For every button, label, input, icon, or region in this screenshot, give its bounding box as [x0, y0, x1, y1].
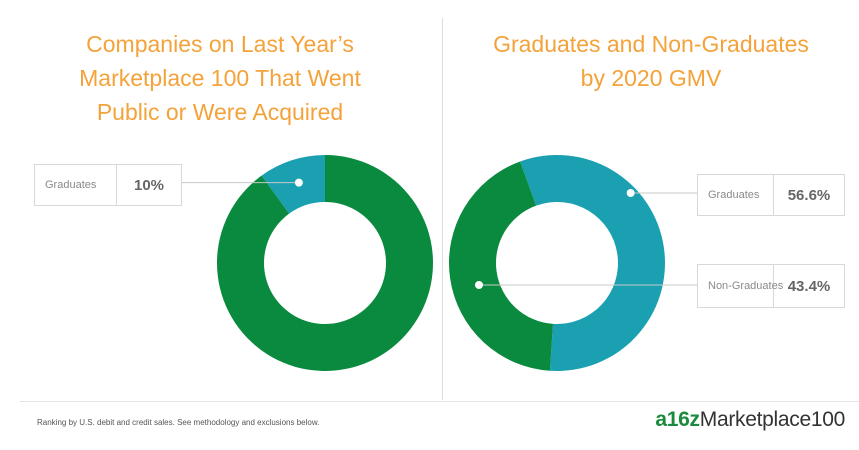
footer-divider [20, 401, 859, 402]
donut-left-slice-other [217, 155, 433, 371]
leader-right-graduates-dot [627, 189, 635, 197]
footnote: Ranking by U.S. debit and credit sales. … [37, 418, 319, 427]
leader-left-graduates-dot [295, 179, 303, 187]
label-right-non-graduates-name: Non- Graduates [698, 265, 774, 307]
brand-a16z: a16z [655, 408, 699, 431]
label-right-graduates-value: 56.6% [774, 187, 844, 204]
label-right-graduates-name: Graduates [698, 175, 774, 215]
non-graduates-line-1: Non- [708, 279, 732, 293]
label-left-graduates-value: 10% [117, 177, 181, 194]
label-right-non-graduates: Non- Graduates 43.4% [697, 264, 845, 308]
donut-left [217, 155, 433, 371]
brand-logo: a16zMarketplace100 [655, 408, 845, 432]
label-right-non-graduates-value: 43.4% [774, 278, 844, 295]
label-left-graduates: Graduates 10% [34, 164, 182, 206]
label-right-graduates: Graduates 56.6% [697, 174, 845, 216]
donut-right [449, 155, 665, 371]
leader-right-non-graduates-dot [475, 281, 483, 289]
label-left-graduates-name: Graduates [35, 165, 117, 205]
brand-marketplace: Marketplace100 [700, 408, 845, 431]
